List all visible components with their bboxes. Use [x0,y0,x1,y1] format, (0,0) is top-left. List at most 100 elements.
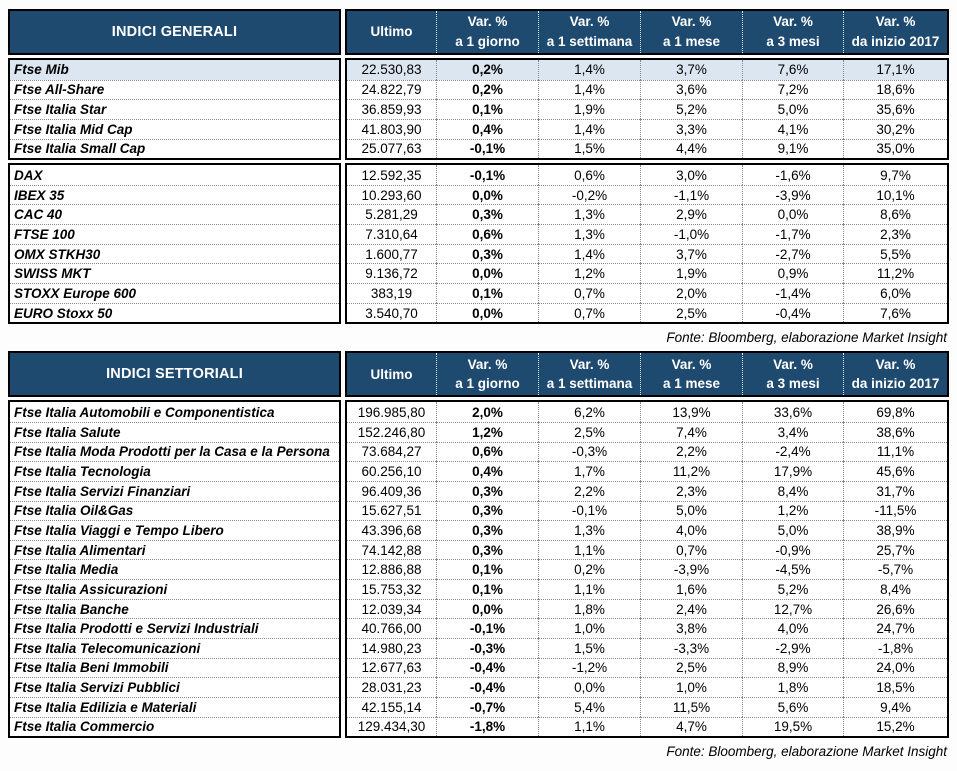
column-header-line1: Var. % [569,14,610,30]
cell-value: 196.985,80 [357,404,426,420]
cell-value: 4,1% [742,118,843,139]
cell-value: 1,2% [742,500,843,521]
row-values: 22.530,83 0,2% 1,4% 3,7% 7,6% 17,1% 24.822,79 0… [345,58,949,161]
cell-value: 12.886,88 [347,559,436,579]
cell-value: 0,1% [436,559,538,580]
cell-value: -4,5% [742,559,843,580]
cell-value: 17,1% [843,60,947,80]
cell-value: 24,7% [843,618,947,639]
cell-value: -0,4% [436,677,538,697]
cell-value: 10,1% [843,184,947,205]
cell-value: 5,6% [742,696,843,717]
column-header-line1: Var. % [875,356,916,372]
cell-value: 1,2% [538,263,640,284]
cell-value: 1,1% [538,539,640,560]
cell-value: 1,9% [640,263,742,284]
cell-value: -0,3% [538,441,640,462]
column-header-line1: Ultimo [370,366,413,382]
cell-value: -0,3% [436,638,538,658]
cell-value: 1,1% [538,579,640,599]
column-header-line2: a 1 settimana [546,376,633,392]
row-label: Ftse Italia Telecomunicazioni [10,638,339,658]
cell-value: 38,9% [843,520,947,540]
table-indici-settoriali: INDICI SETTORIALI Ultimo Var. % a 1 giorno V… [8,351,949,763]
row-label: Ftse Italia Assicurazioni [10,579,339,599]
column-header-line1: Var. % [773,356,813,372]
row-label: Ftse Italia Alimentari [10,539,339,560]
cell-value: 38,6% [843,421,947,442]
cell-value: 5,2% [742,579,843,599]
cell-value: -1,8% [436,716,538,737]
column-header: Var. % a 1 mese [640,11,742,53]
cell-value: 1,1% [538,716,640,737]
cell-value: 0,0% [538,677,640,697]
column-header: Var. % a 1 giorno [436,11,538,53]
row-values: 196.985,80 2,0% 6,2% 13,9% 33,6% 69,8% 152.246… [345,400,949,739]
cell-value: 0,7% [538,302,640,323]
cell-value: 3,7% [640,60,742,80]
row-labels: DAX IBEX 35 CAC 40 FTSE 100 OMX STKH30 SWISS … [8,163,341,325]
cell-value: 13,9% [640,402,742,422]
column-header: Ultimo [347,353,436,395]
column-header: Var. % a 3 mesi [742,11,843,53]
row-label: Ftse Italia Small Cap [10,138,339,159]
cell-value: 96.409,36 [347,480,436,501]
cell-value: 0,3% [436,500,538,521]
cell-value: 8,4% [742,480,843,501]
row-label: Ftse Italia Media [10,559,339,579]
cell-value: 0,9% [742,263,843,284]
cell-value: 2,3% [843,224,947,244]
cell-value: 4,0% [640,520,742,540]
cell-value: -1,1% [640,184,742,205]
cell-value: 30,2% [843,118,947,139]
cell-value: 1,3% [538,224,640,244]
row-label: Ftse Italia Mid Cap [10,118,339,139]
cell-value: 6,2% [538,402,640,422]
cell-value: 3,3% [640,118,742,139]
column-header: Ultimo [347,11,436,53]
cell-value: -5,7% [843,559,947,580]
cell-value: 43.396,68 [347,520,436,540]
row-label: OMX STKH30 [10,243,339,264]
cell-value: 40.766,00 [347,618,436,638]
row-label: Ftse Italia Star [10,99,339,119]
row-label: Ftse Italia Edilizia e Materiali [10,696,339,717]
cell-value: 2,5% [640,657,742,678]
cell-value: -2,7% [742,243,843,264]
column-header-line2: a 1 mese [662,34,721,49]
cell-value: -0,7% [436,696,538,717]
column-header-line1: Var. % [467,356,508,372]
column-header: Var. % a 3 mesi [742,353,843,396]
cell-value: 1,7% [538,461,640,481]
cell-value: 9,4% [843,696,947,717]
cell-value: 1,6% [640,579,742,599]
cell-value: 1,2% [436,421,538,442]
cell-value: 5,2% [640,99,742,119]
cell-value: 4,0% [742,618,843,639]
cell-value: 41.803,90 [347,118,436,139]
column-header-line1: Var. % [671,356,712,372]
cell-value: 9,7% [843,165,947,185]
column-header-line2: a 1 mese [662,376,721,392]
cell-value: 0,1% [436,579,538,599]
row-label: Ftse Mib [10,60,339,80]
column-header: Var. % da inizio 2017 [843,11,947,53]
cell-value: 11,5% [640,696,742,717]
row-label: Ftse Italia Servizi Finanziari [10,480,339,501]
cell-value: 1,4% [538,79,640,100]
column-header-line1: Var. % [875,14,916,30]
row-label: CAC 40 [10,204,339,224]
table-title: INDICI SETTORIALI [8,351,341,398]
row-label: FTSE 100 [10,224,339,244]
cell-value: -0,2% [538,184,640,205]
cell-value: 4,7% [640,716,742,737]
column-header: Var. % a 1 giorno [436,353,538,396]
cell-value: -1,4% [742,283,843,303]
cell-value: -1,2% [538,657,640,678]
column-header: Var. % a 1 mese [640,353,742,396]
table-group: DAX IBEX 35 CAC 40 FTSE 100 OMX STKH30 SWISS … [8,163,949,325]
table-group: Ftse Italia Automobili e Componentistica… [8,400,949,739]
column-header-line2: da inizio 2017 [851,34,940,49]
row-label: Ftse Italia Automobili e Componentistica [14,404,275,420]
